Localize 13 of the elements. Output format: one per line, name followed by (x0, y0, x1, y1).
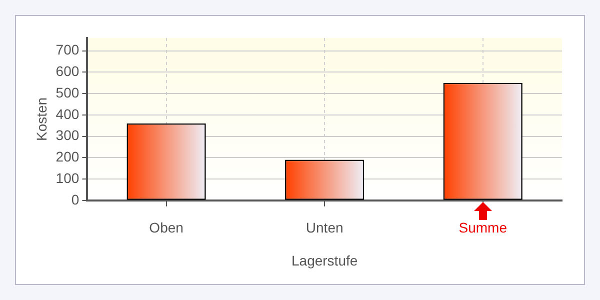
x-tick-label: Summe (458, 220, 508, 236)
y-tick-label: 100 (56, 170, 80, 186)
y-tick-label: 600 (56, 63, 80, 80)
y-tick-label: 400 (56, 106, 80, 122)
y-tick-label: 700 (56, 42, 80, 58)
y-tick-label: 300 (56, 127, 80, 144)
y-axis-title: Kosten (33, 97, 50, 141)
y-tick-label: 200 (56, 148, 80, 165)
x-axis-title: Lagerstufe (291, 252, 358, 268)
y-tick-label: 0 (71, 191, 80, 208)
x-tick-label: Oben (149, 220, 184, 236)
y-tick-label: 500 (56, 84, 80, 100)
x-tick-label: Unten (306, 220, 344, 236)
